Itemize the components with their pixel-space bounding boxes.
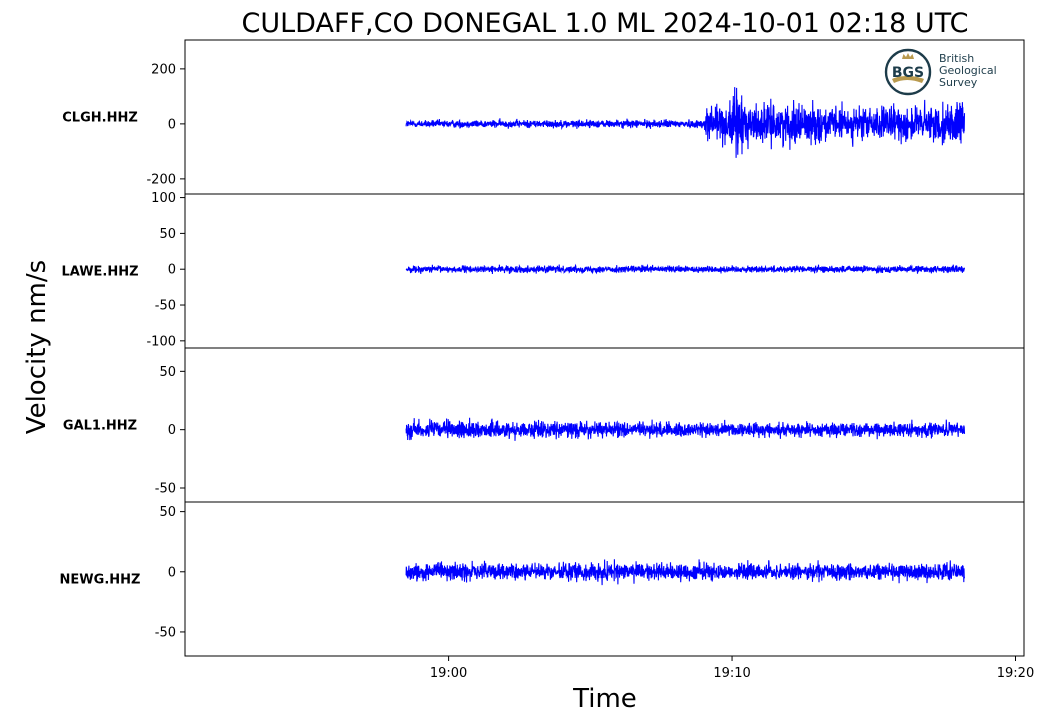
y-tick-label: 0: [168, 565, 176, 580]
waveform-gal1-hhz: [405, 417, 966, 441]
waveform-lawe-hhz: [405, 263, 966, 275]
x-tick-label: 19:10: [713, 666, 750, 681]
panel-lawe-hhz: 100 50 0 -50 -100 LAWE.HHZ: [61, 191, 1025, 349]
station-label: GAL1.HHZ: [63, 419, 137, 434]
y-tick-label: 50: [159, 227, 176, 242]
y-tick-label: -50: [155, 482, 176, 497]
y-tick-label: 0: [168, 423, 176, 438]
y-axis-label: Velocity nm/s: [22, 260, 52, 434]
panel-frame: [184, 501, 1025, 657]
logo-line-2: Geological: [939, 64, 997, 77]
station-label: NEWG.HHZ: [60, 573, 141, 588]
y-tick-label: 200: [151, 62, 176, 77]
x-tick-label: 19:00: [430, 666, 467, 681]
waveform-newg-hhz: [405, 559, 966, 586]
panel-clgh-hhz: 200 0 -200 CLGH.HHZ: [62, 39, 1025, 195]
y-tick-label: 0: [168, 117, 176, 132]
y-tick-label: -100: [146, 334, 176, 349]
y-tick-label: 50: [159, 365, 176, 380]
y-tick-label: 0: [168, 263, 176, 278]
panel-gal1-hhz: 50 0 -50 GAL1.HHZ: [63, 347, 1025, 503]
x-tick-label: 19:20: [997, 666, 1034, 681]
y-tick-label: 100: [151, 191, 176, 206]
y-tick-label: -200: [146, 172, 176, 187]
y-tick-label: -50: [155, 625, 176, 640]
chart-title: CULDAFF,CO DONEGAL 1.0 ML 2024-10-01 02:…: [242, 8, 969, 39]
x-axis-label: Time: [572, 684, 637, 714]
station-label: CLGH.HHZ: [62, 111, 138, 126]
panel-newg-hhz: 50 0 -50 NEWG.HHZ: [60, 501, 1025, 657]
logo-line-1: British: [939, 52, 974, 65]
bgs-logo: BGS British Geological Survey: [884, 48, 997, 96]
logo-badge: BGS: [892, 65, 924, 81]
waveform-clgh-hhz: [405, 87, 966, 158]
logo-line-3: Survey: [939, 76, 978, 89]
y-tick-label: 50: [159, 505, 176, 520]
y-tick-label: -50: [155, 299, 176, 314]
station-label: LAWE.HHZ: [61, 265, 138, 280]
